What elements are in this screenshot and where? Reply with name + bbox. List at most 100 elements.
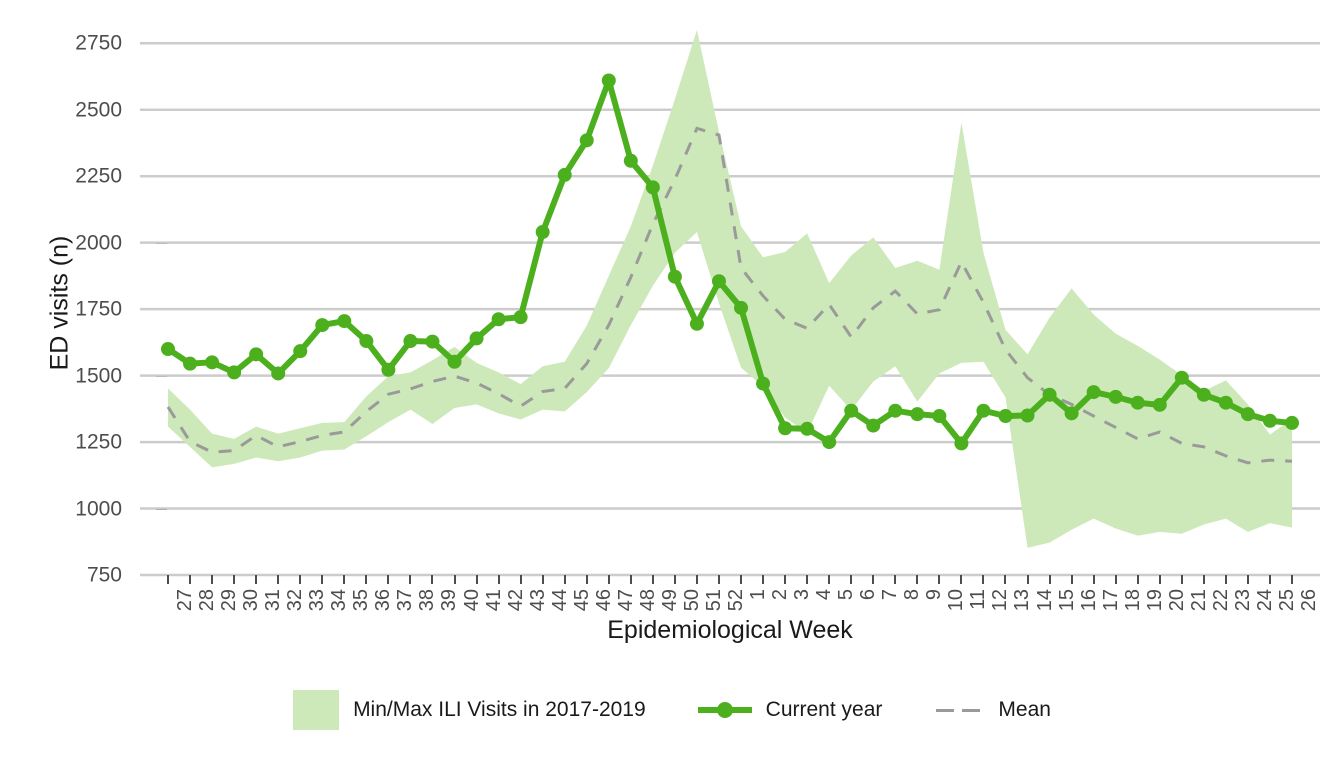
x-tick-mark bbox=[960, 575, 963, 584]
x-tick-label: 34 bbox=[328, 589, 351, 612]
x-tick-label: 19 bbox=[1143, 589, 1166, 612]
legend-label-mean: Mean bbox=[998, 698, 1051, 721]
data-point-marker bbox=[1240, 407, 1255, 422]
data-point-marker bbox=[535, 225, 550, 240]
x-tick-mark bbox=[1180, 575, 1183, 584]
data-point-marker bbox=[359, 334, 374, 349]
x-tick-mark bbox=[387, 575, 390, 584]
data-point-marker bbox=[998, 409, 1013, 424]
data-point-marker bbox=[1064, 406, 1079, 421]
x-tick-label: 37 bbox=[394, 589, 417, 612]
data-point-marker bbox=[249, 347, 264, 362]
dashed-line-swatch-icon bbox=[934, 699, 984, 721]
data-point-marker bbox=[954, 436, 969, 451]
x-tick-mark bbox=[850, 575, 853, 584]
x-tick-mark bbox=[563, 575, 566, 584]
x-tick-mark bbox=[497, 575, 500, 584]
legend-item-band[interactable]: Min/Max ILI Visits in 2017-2019 bbox=[293, 690, 646, 730]
x-tick-label: 18 bbox=[1121, 589, 1144, 612]
x-tick-mark bbox=[189, 575, 192, 584]
legend-item-current-year[interactable]: Current year bbox=[697, 698, 882, 722]
data-point-marker bbox=[778, 421, 793, 436]
x-tick-label: 49 bbox=[658, 589, 681, 612]
y-tick-label: 2750 bbox=[75, 31, 122, 55]
mean-line bbox=[166, 126, 1293, 465]
x-tick-mark bbox=[1026, 575, 1029, 584]
x-tick-mark bbox=[1246, 575, 1249, 584]
data-point-marker bbox=[734, 300, 749, 315]
minmax-band bbox=[168, 30, 1292, 548]
x-tick-label: 50 bbox=[680, 589, 703, 612]
x-tick-mark bbox=[1092, 575, 1095, 584]
data-point-marker bbox=[337, 314, 352, 329]
legend-item-mean[interactable]: Mean bbox=[934, 698, 1051, 722]
x-tick-label: 14 bbox=[1033, 589, 1056, 612]
x-tick-label: 1 bbox=[747, 589, 770, 601]
current-year-line bbox=[165, 77, 1295, 447]
x-tick-label: 25 bbox=[1275, 589, 1298, 612]
x-tick-mark bbox=[1070, 575, 1073, 584]
plot-svg bbox=[140, 30, 1320, 577]
x-tick-label: 12 bbox=[989, 589, 1012, 612]
x-tick-label: 20 bbox=[1165, 589, 1188, 612]
x-tick-mark bbox=[607, 575, 610, 584]
data-point-marker bbox=[293, 344, 308, 359]
current-year-markers bbox=[161, 73, 1299, 451]
x-tick-label: 42 bbox=[504, 589, 527, 612]
x-tick-mark bbox=[277, 575, 280, 584]
x-tick-label: 8 bbox=[901, 589, 924, 601]
x-tick-label: 36 bbox=[372, 589, 395, 612]
data-point-marker bbox=[932, 409, 947, 424]
data-point-marker bbox=[557, 167, 572, 182]
y-tick-label: 750 bbox=[86, 563, 122, 587]
data-point-marker bbox=[161, 342, 175, 357]
x-tick-label: 51 bbox=[702, 589, 725, 612]
x-tick-mark bbox=[1224, 575, 1227, 584]
x-tick-label: 28 bbox=[196, 589, 219, 612]
x-tick-mark bbox=[1114, 575, 1117, 584]
x-tick-mark bbox=[1291, 575, 1293, 584]
x-tick-label: 33 bbox=[306, 589, 329, 612]
data-point-marker bbox=[822, 435, 837, 450]
legend-label-band: Min/Max ILI Visits in 2017-2019 bbox=[353, 698, 646, 721]
plot-area bbox=[140, 30, 1320, 577]
x-tick-label: 45 bbox=[570, 589, 593, 612]
x-tick-label: 15 bbox=[1055, 589, 1078, 612]
x-tick-mark bbox=[673, 575, 676, 584]
x-tick-mark bbox=[1004, 575, 1007, 584]
x-tick-label: 30 bbox=[240, 589, 263, 612]
x-tick-mark bbox=[916, 575, 919, 584]
x-tick-label: 22 bbox=[1209, 589, 1232, 612]
data-point-marker bbox=[888, 403, 903, 418]
data-point-marker bbox=[689, 316, 704, 331]
x-tick-mark bbox=[872, 575, 875, 584]
y-axis: 750 1000 1250 1500 1750 2000 2250 2500 2750 bbox=[30, 30, 167, 586]
x-tick-mark bbox=[431, 575, 434, 584]
y-tick-label: 2250 bbox=[75, 164, 122, 188]
x-tick-mark bbox=[762, 575, 765, 584]
x-tick-mark bbox=[651, 575, 654, 584]
data-point-marker bbox=[711, 274, 726, 289]
x-tick-mark bbox=[585, 575, 588, 584]
x-axis-title: Epidemiological Week bbox=[607, 616, 853, 644]
data-point-marker bbox=[1196, 387, 1211, 402]
x-tick-mark bbox=[167, 575, 169, 584]
data-point-marker bbox=[579, 133, 594, 148]
x-tick-label: 26 bbox=[1298, 589, 1320, 612]
data-point-marker bbox=[756, 376, 771, 391]
x-tick-label: 6 bbox=[857, 589, 880, 601]
x-tick-label: 21 bbox=[1187, 589, 1210, 612]
x-tick-mark bbox=[1202, 575, 1205, 584]
x-tick-label: 44 bbox=[548, 589, 571, 612]
x-tick-mark bbox=[541, 575, 544, 584]
data-point-marker bbox=[1174, 370, 1189, 385]
x-tick-mark bbox=[828, 575, 831, 584]
x-tick-label: 41 bbox=[482, 589, 505, 612]
data-point-marker bbox=[403, 334, 418, 349]
data-point-marker bbox=[1108, 389, 1123, 404]
x-tick-label: 52 bbox=[724, 589, 747, 612]
data-point-marker bbox=[381, 362, 396, 377]
x-tick-label: 40 bbox=[460, 589, 483, 612]
data-point-marker bbox=[469, 331, 484, 346]
x-tick-label: 9 bbox=[923, 589, 946, 601]
